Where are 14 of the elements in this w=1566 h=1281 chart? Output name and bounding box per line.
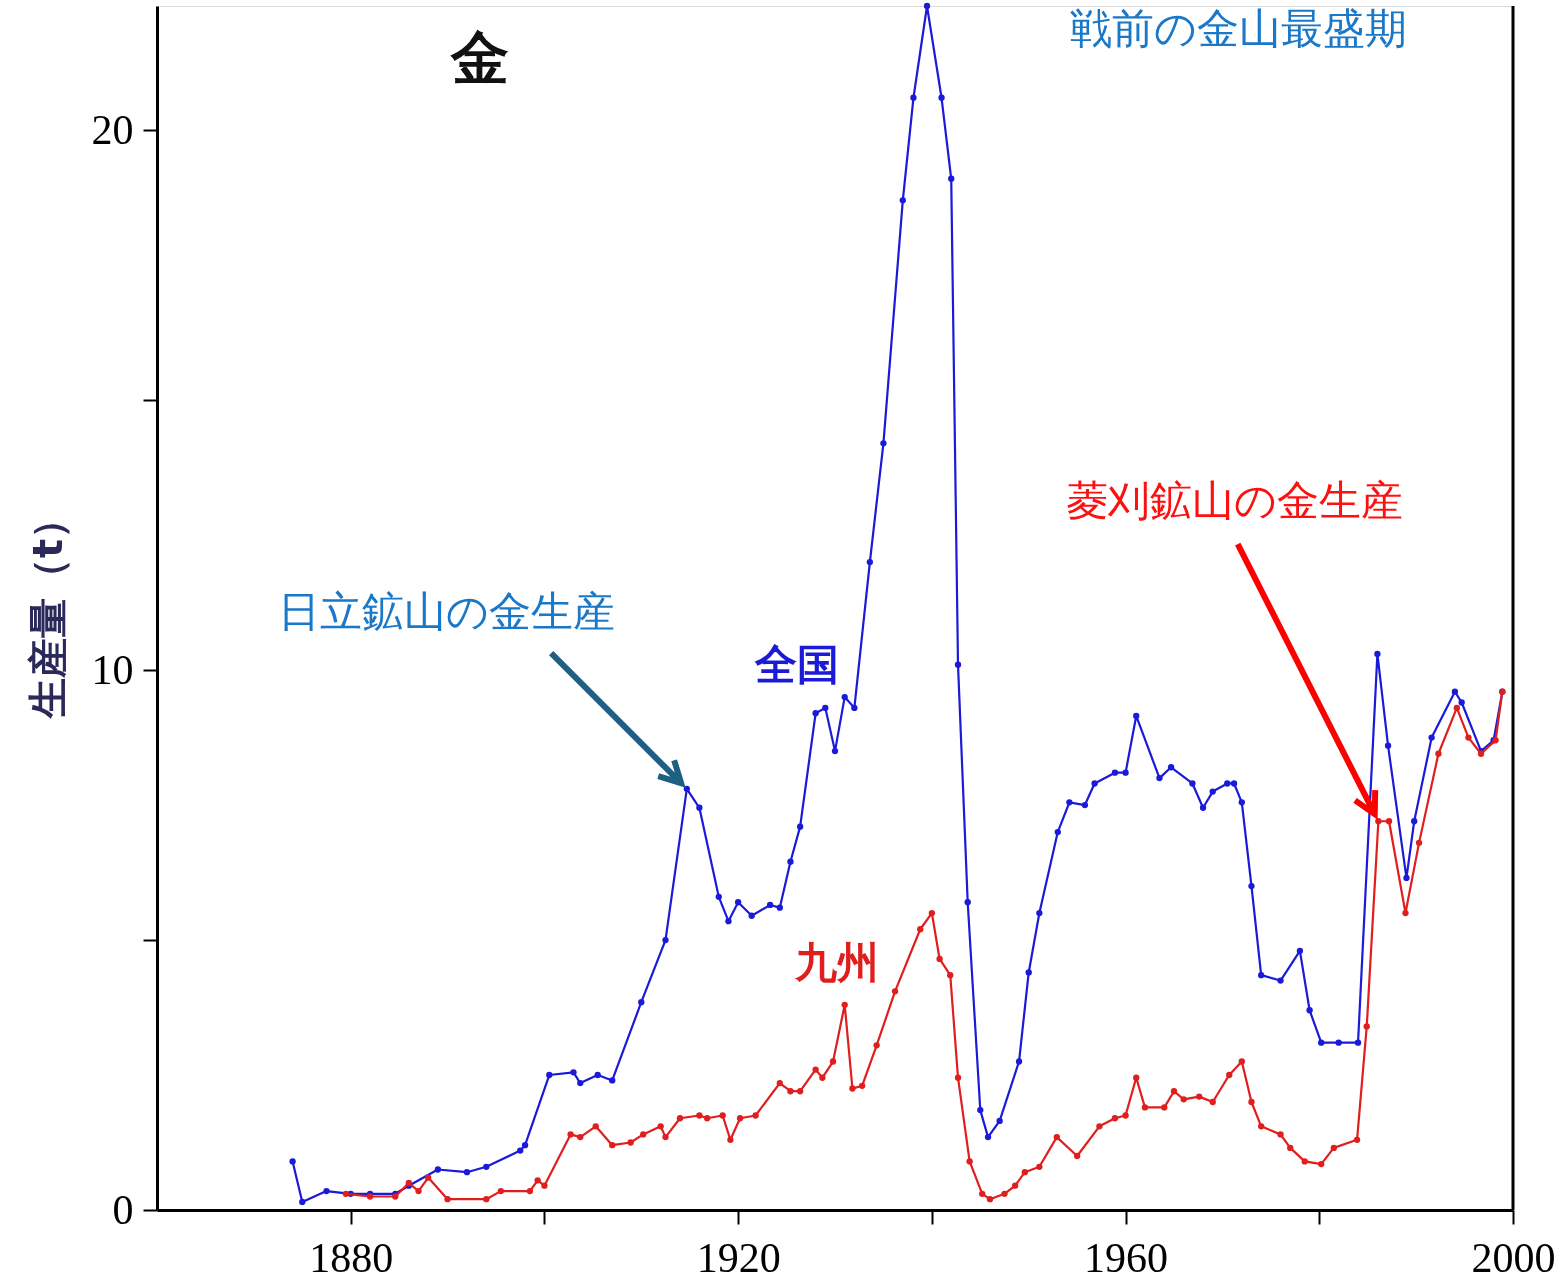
annotation: 戦前の金山最盛期 bbox=[1069, 4, 1407, 53]
x-tick-label: 1880 bbox=[309, 1234, 394, 1281]
y-axis-title: 生産量（t） bbox=[24, 498, 71, 720]
series-label: 九州 bbox=[794, 938, 879, 987]
x-tick-label: 1960 bbox=[1084, 1234, 1169, 1281]
y-tick-label: 20 bbox=[91, 106, 134, 153]
series-label: 全国 bbox=[754, 640, 839, 689]
chart-title: 金 bbox=[450, 24, 509, 92]
annotation: 菱刈鉱山の金生産 bbox=[1066, 476, 1404, 526]
annotation: 日立鉱山の金生産 bbox=[277, 587, 615, 637]
y-tick-label: 0 bbox=[112, 1186, 134, 1233]
y-tick-label: 10 bbox=[91, 646, 134, 693]
x-tick-label: 2000 bbox=[1471, 1234, 1556, 1281]
x-tick-label: 1920 bbox=[696, 1234, 781, 1281]
